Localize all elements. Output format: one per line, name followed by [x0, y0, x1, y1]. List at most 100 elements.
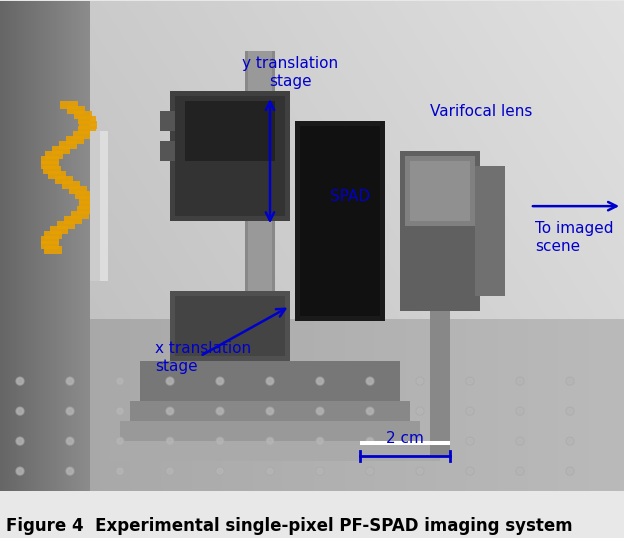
- Circle shape: [16, 437, 24, 445]
- Circle shape: [566, 467, 574, 475]
- Bar: [79, 201, 97, 209]
- Bar: [45, 151, 63, 159]
- Bar: [175, 296, 285, 356]
- Circle shape: [367, 438, 373, 444]
- Bar: [475, 166, 505, 296]
- Bar: [64, 216, 82, 224]
- Bar: [79, 196, 97, 204]
- Bar: [120, 421, 420, 446]
- Bar: [248, 51, 272, 451]
- Circle shape: [567, 378, 573, 384]
- Circle shape: [266, 407, 274, 415]
- Bar: [90, 131, 102, 281]
- Circle shape: [217, 468, 223, 474]
- Circle shape: [366, 437, 374, 445]
- Circle shape: [16, 467, 24, 475]
- Bar: [44, 246, 62, 254]
- Circle shape: [216, 377, 224, 385]
- Bar: [50, 226, 68, 234]
- Text: To imaged
scene: To imaged scene: [535, 221, 613, 253]
- Bar: [100, 131, 108, 281]
- Bar: [360, 441, 450, 445]
- Circle shape: [466, 407, 474, 415]
- Circle shape: [317, 468, 323, 474]
- Circle shape: [366, 407, 374, 415]
- Circle shape: [316, 467, 324, 475]
- Circle shape: [416, 437, 424, 445]
- Circle shape: [566, 377, 574, 385]
- Circle shape: [167, 438, 173, 444]
- Bar: [175, 96, 285, 216]
- Circle shape: [417, 468, 423, 474]
- Circle shape: [166, 437, 174, 445]
- Circle shape: [567, 408, 573, 414]
- Circle shape: [516, 437, 524, 445]
- Circle shape: [316, 377, 324, 385]
- Circle shape: [416, 377, 424, 385]
- Circle shape: [117, 468, 123, 474]
- Circle shape: [216, 467, 224, 475]
- Circle shape: [267, 408, 273, 414]
- Circle shape: [467, 378, 473, 384]
- Bar: [110, 441, 440, 461]
- Circle shape: [567, 438, 573, 444]
- Bar: [400, 151, 480, 311]
- Circle shape: [266, 467, 274, 475]
- Bar: [130, 401, 410, 431]
- Circle shape: [67, 438, 73, 444]
- Circle shape: [367, 408, 373, 414]
- Bar: [41, 236, 59, 244]
- Circle shape: [517, 468, 523, 474]
- Bar: [405, 156, 475, 226]
- Circle shape: [466, 377, 474, 385]
- Circle shape: [66, 437, 74, 445]
- Circle shape: [516, 467, 524, 475]
- Bar: [300, 126, 380, 316]
- Circle shape: [167, 378, 173, 384]
- Circle shape: [466, 437, 474, 445]
- Circle shape: [416, 407, 424, 415]
- Circle shape: [417, 408, 423, 414]
- Bar: [160, 141, 175, 161]
- Bar: [41, 241, 59, 249]
- Circle shape: [167, 468, 173, 474]
- Circle shape: [117, 378, 123, 384]
- Circle shape: [116, 377, 124, 385]
- Bar: [410, 161, 470, 221]
- Circle shape: [267, 378, 273, 384]
- Text: Varifocal lens: Varifocal lens: [430, 104, 532, 119]
- Circle shape: [517, 378, 523, 384]
- Bar: [52, 146, 70, 154]
- Bar: [73, 131, 91, 139]
- Circle shape: [216, 407, 224, 415]
- Circle shape: [17, 438, 23, 444]
- Circle shape: [166, 467, 174, 475]
- Circle shape: [417, 378, 423, 384]
- Bar: [78, 126, 96, 134]
- Circle shape: [566, 437, 574, 445]
- Circle shape: [317, 408, 323, 414]
- Circle shape: [316, 407, 324, 415]
- Circle shape: [417, 438, 423, 444]
- Circle shape: [516, 377, 524, 385]
- Bar: [69, 186, 87, 194]
- Circle shape: [467, 468, 473, 474]
- Text: x translation
stage: x translation stage: [155, 341, 251, 373]
- Bar: [41, 161, 59, 169]
- Circle shape: [466, 467, 474, 475]
- Circle shape: [566, 407, 574, 415]
- Circle shape: [66, 377, 74, 385]
- Bar: [60, 101, 78, 109]
- Circle shape: [17, 408, 23, 414]
- Bar: [77, 206, 95, 214]
- Bar: [55, 176, 73, 184]
- Circle shape: [517, 408, 523, 414]
- Circle shape: [66, 407, 74, 415]
- Bar: [67, 106, 85, 114]
- Circle shape: [17, 468, 23, 474]
- Bar: [295, 121, 385, 321]
- Circle shape: [117, 408, 123, 414]
- Circle shape: [317, 438, 323, 444]
- Bar: [43, 166, 61, 174]
- Bar: [170, 291, 290, 361]
